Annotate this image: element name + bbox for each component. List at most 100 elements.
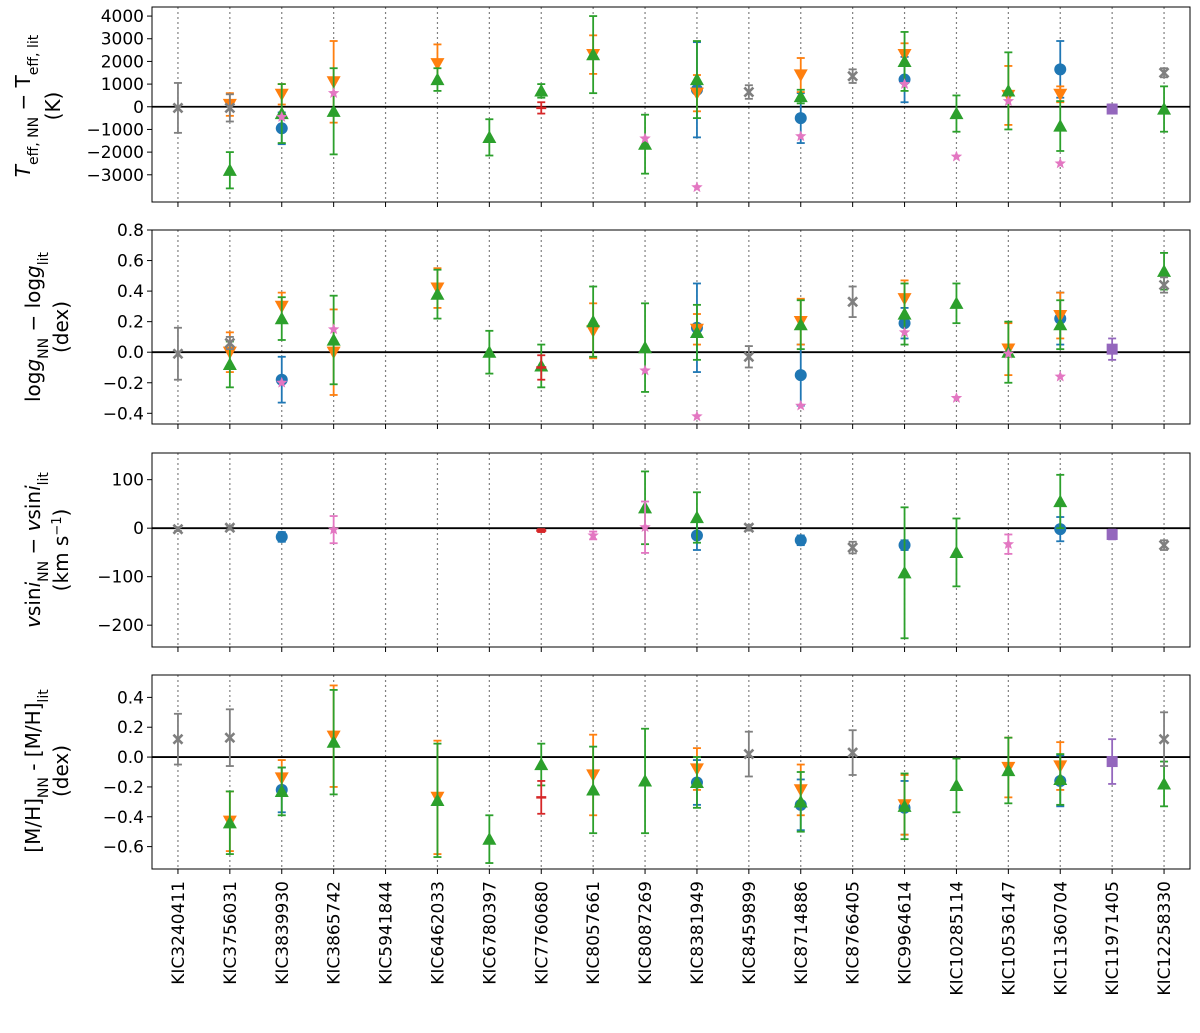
triangle-up-marker — [897, 799, 912, 812]
x-marker — [847, 747, 859, 759]
y-tick-label: 0 — [133, 98, 144, 118]
y-tick-label: 100 — [112, 471, 144, 491]
triangle-up-marker — [897, 565, 912, 579]
triangle-up-marker — [638, 137, 653, 150]
teff-ylabel-unit: (K) — [41, 92, 65, 121]
x-tick-label: KIC8057661 — [584, 881, 604, 985]
x-tick-label: KIC3240411 — [169, 881, 189, 985]
x-tick-label: KIC12258330 — [1155, 881, 1175, 996]
y-tick-label: −100 — [97, 568, 144, 588]
y-tick-label: 0.0 — [117, 343, 144, 363]
x-tick-label: KIC3756031 — [221, 881, 241, 985]
triangle-up-marker — [482, 130, 497, 143]
triangle-up-marker — [482, 345, 497, 358]
y-tick-label: 0.6 — [117, 252, 144, 272]
x-marker — [743, 351, 755, 363]
logg-ylabel-unit: (dex) — [49, 301, 73, 353]
x-tick-label: KIC11971405 — [1103, 881, 1123, 996]
star-marker — [639, 364, 651, 376]
circle-marker — [1054, 63, 1067, 76]
y-tick-label: 0.8 — [117, 221, 144, 241]
triangle-up-marker — [793, 89, 808, 103]
triangle-up-marker — [1001, 83, 1016, 97]
triangle-up-marker — [1157, 102, 1172, 115]
star-marker — [1002, 95, 1015, 106]
purple_square-series — [1106, 528, 1118, 541]
triangle-up-marker — [689, 325, 704, 338]
star-marker — [795, 399, 807, 411]
circle-marker — [1054, 523, 1067, 536]
triangle-up-marker — [1053, 119, 1068, 132]
star-marker — [587, 529, 599, 541]
purple_square-series — [1106, 337, 1118, 361]
logg-ylabel: loggNN − logglit — [21, 251, 52, 402]
gray_x-series — [172, 276, 1170, 381]
triangle-up-marker — [949, 545, 964, 559]
x-marker — [743, 748, 755, 760]
y-tick-label: −1000 — [86, 120, 144, 140]
triangle-up-marker — [793, 317, 808, 331]
vsini-panel: vsiniNN − vsinilit (km s−1) −200 −100 0 100 — [21, 452, 1191, 652]
star-marker — [639, 521, 651, 533]
blue_circle-series — [275, 516, 1067, 552]
star-marker — [950, 392, 963, 403]
x-tick-label: KIC3865742 — [325, 881, 345, 985]
x-marker — [1158, 539, 1170, 551]
triangle-up-marker — [222, 163, 237, 176]
triangle-up-marker — [222, 357, 237, 371]
y-tick-label: −2000 — [86, 143, 144, 163]
x-tick-label: KIC8459899 — [740, 881, 760, 985]
triangle-up-marker — [689, 775, 704, 789]
triangle-up-marker — [222, 815, 237, 829]
x-marker — [743, 522, 755, 534]
x-marker — [224, 522, 236, 534]
x-marker — [172, 733, 184, 745]
triangle-up-marker — [326, 332, 341, 346]
purple_square-series — [1106, 738, 1118, 785]
square-marker — [1106, 343, 1118, 355]
triangle-up-marker — [430, 287, 445, 300]
teff-ylabel: Teff, NN − Teff, lit — [11, 34, 42, 177]
x-marker — [1158, 733, 1170, 745]
blue_circle-series — [275, 282, 1067, 407]
x-marker — [224, 732, 236, 744]
x-marker — [172, 348, 184, 360]
triangle-down-marker — [1053, 88, 1068, 102]
star-marker — [276, 110, 288, 122]
green_triangle_up-series — [222, 252, 1172, 393]
triangle-down-marker — [793, 69, 808, 83]
triangle-up-marker — [897, 54, 912, 68]
triangle-up-marker — [586, 782, 601, 796]
x-tick-label: KIC3839930 — [273, 881, 293, 985]
y-tick-label: 0.0 — [117, 748, 144, 768]
y-tick-label: −0.2 — [103, 374, 144, 394]
blue_circle-series — [275, 40, 1067, 146]
x-tick-label: KIC8766405 — [844, 881, 864, 985]
circle-marker — [794, 534, 807, 547]
x-marker — [1158, 67, 1170, 79]
triangle-up-marker — [274, 311, 289, 325]
star-marker — [327, 87, 340, 99]
red_bar-series — [536, 528, 547, 533]
x-marker — [743, 86, 755, 98]
x-tick-label: KIC9964614 — [896, 881, 916, 985]
pink_star-series — [276, 78, 1066, 193]
y-tick-label: 3000 — [101, 30, 144, 50]
triangle-up-marker — [689, 72, 704, 86]
x-marker — [1158, 279, 1170, 291]
y-tick-label: −0.6 — [103, 838, 144, 858]
triangle-up-marker — [1001, 763, 1016, 777]
star-marker — [1054, 370, 1066, 382]
y-tick-label: 2000 — [101, 52, 144, 72]
axes-frame — [151, 674, 1191, 870]
red_bar-series — [536, 354, 547, 381]
mh-ylabel: [M/H]NN - [M/H]lit — [21, 689, 52, 853]
y-tick-label: 0.2 — [117, 718, 144, 738]
red_bar-series — [536, 780, 547, 815]
triangle-up-marker — [1157, 264, 1172, 277]
square-marker — [1106, 528, 1118, 540]
green_triangle_up-series — [222, 689, 1172, 864]
y-tick-label: 4000 — [101, 7, 144, 27]
y-tick-label: −0.4 — [103, 404, 144, 424]
